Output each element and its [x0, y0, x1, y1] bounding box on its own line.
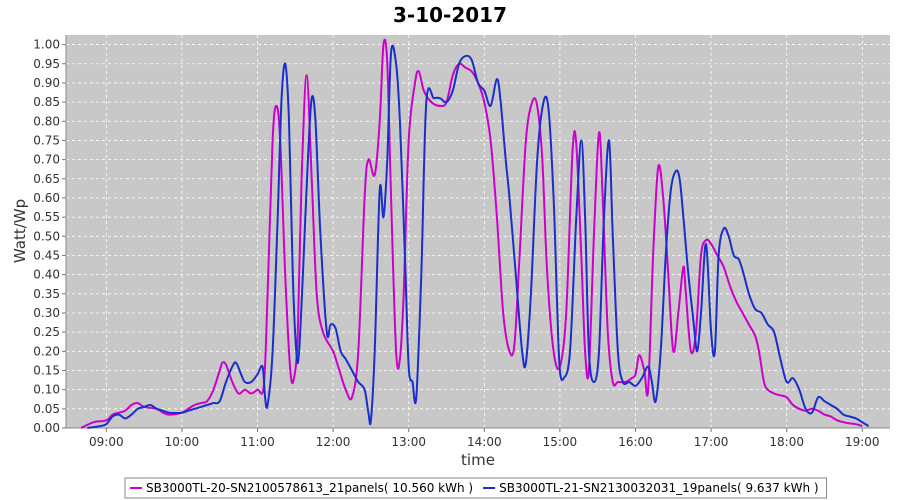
x-tick-label: 13:00 [391, 435, 426, 449]
x-tick-label: 19:00 [845, 435, 880, 449]
y-tick-label: 0.75 [33, 133, 60, 147]
grid-lines [66, 35, 890, 429]
y-tick-label: 0.65 [33, 172, 60, 186]
y-tick-label: 0.55 [33, 210, 60, 224]
y-tick-label: 0.35 [33, 287, 60, 301]
series-line-2 [87, 44, 870, 429]
y-tick-label: 0.00 [33, 421, 60, 435]
x-tick-label: 10:00 [165, 435, 200, 449]
x-tick-label: 12:00 [316, 435, 351, 449]
y-tick-label: 0.15 [33, 363, 60, 377]
y-tick-label: 0.50 [33, 229, 60, 243]
x-tick-label: 18:00 [769, 435, 804, 449]
x-tick-label: 14:00 [467, 435, 502, 449]
x-axis-label: time [461, 451, 495, 469]
y-tick-label: 0.60 [33, 191, 60, 205]
legend-label-2: SB3000TL-21-SN2130032031_19panels( 9.637… [499, 481, 818, 495]
y-tick-label: 0.20 [33, 344, 60, 358]
y-tick-label: 0.95 [33, 57, 60, 71]
x-axis: 09:00 10:00 11:00 12:00 13:00 14:00 15:00 16:00… [66, 427, 890, 449]
y-tick-label: 0.25 [33, 325, 60, 339]
plot-area [66, 35, 890, 428]
x-tick-label: 11:00 [240, 435, 275, 449]
y-tick-label: 1.00 [33, 38, 60, 52]
y-tick-label: 0.10 [33, 383, 60, 397]
y-tick-label: 0.30 [33, 306, 60, 320]
y-tick-label: 0.90 [33, 76, 60, 90]
x-tick-label: 15:00 [543, 435, 578, 449]
y-tick-label: 0.80 [33, 114, 60, 128]
y-tick-label: 0.05 [33, 402, 60, 416]
x-tick-label: 17:00 [694, 435, 729, 449]
series-group [80, 38, 870, 429]
series-line-1 [80, 38, 863, 429]
y-tick-label: 0.70 [33, 153, 60, 167]
y-axis: 0.00 0.05 0.10 0.15 0.20 0.25 0.30 0.35 0.40 0.45… [33, 35, 67, 435]
y-tick-label: 0.40 [33, 268, 60, 282]
x-tick-label: 16:00 [618, 435, 653, 449]
x-tick-label: 09:00 [89, 435, 124, 449]
y-tick-label: 0.85 [33, 95, 60, 109]
chart-title: 3-10-2017 [393, 3, 507, 27]
legend-box [124, 477, 828, 499]
legend-label-1: SB3000TL-20-SN2100578613_21panels( 10.56… [146, 481, 473, 495]
y-tick-label: 0.45 [33, 248, 60, 262]
legend: SB3000TL-20-SN2100578613_21panels( 10.56… [124, 477, 828, 499]
y-axis-label: Watt/Wp [11, 199, 29, 263]
